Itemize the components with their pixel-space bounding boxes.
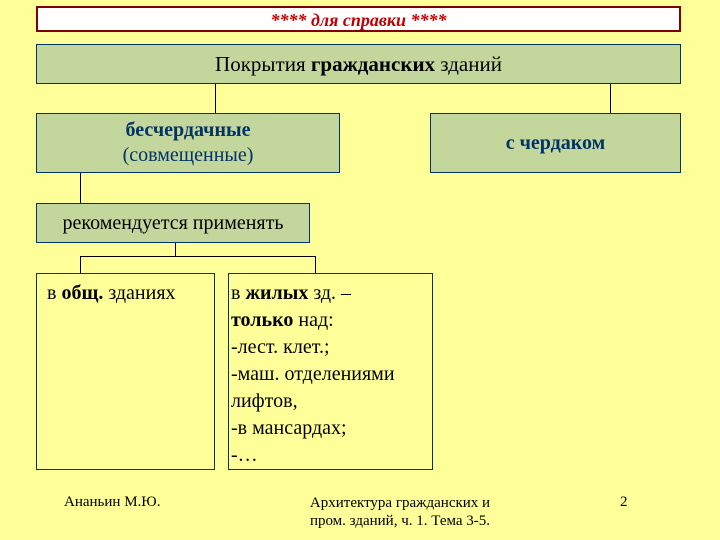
connector — [610, 84, 611, 113]
usage-public-prefix: в — [47, 282, 61, 304]
reference-banner-text: **** для справки **** — [270, 10, 446, 30]
root-bold: гражданских — [311, 52, 435, 76]
reference-banner: **** для справки **** — [36, 6, 681, 32]
recommend-node: рекомендуется применять — [36, 203, 310, 243]
usage-res-l2: только над: — [231, 307, 428, 334]
usage-public-text: в общ. зданиях — [47, 282, 176, 304]
branch-left: бесчердачные (совмещенные) — [36, 113, 340, 173]
usage-public-suffix: зданиях — [103, 282, 175, 304]
usage-res-l1: в жилых зд. – — [231, 280, 428, 307]
connector — [80, 256, 316, 257]
root-suffix: зданий — [435, 52, 502, 76]
usage-res-l6: -в мансардах; — [231, 415, 428, 442]
usage-residential: в жилых зд. – только над: -лест. клет.; … — [228, 273, 433, 470]
connector — [175, 243, 176, 256]
connector — [315, 256, 316, 273]
footer-title: Архитектура гражданских и пром. зданий, … — [290, 494, 510, 530]
branch-left-line2: (совмещенные) — [123, 143, 254, 168]
connector — [215, 84, 216, 113]
usage-public-bold: общ. — [61, 282, 103, 304]
connector — [80, 256, 81, 273]
root-node-label: Покрытия гражданских зданий — [215, 51, 502, 77]
branch-right-text: с чердаком — [506, 131, 606, 156]
branch-left-line1: бесчердачные — [126, 118, 251, 143]
root-prefix: Покрытия — [215, 52, 311, 76]
usage-res-l5: лифтов, — [231, 388, 428, 415]
usage-res-l3: -лест. клет.; — [231, 334, 428, 361]
recommend-text: рекомендуется применять — [63, 211, 284, 236]
usage-res-l7: -… — [231, 442, 428, 469]
usage-public: в общ. зданиях — [36, 273, 215, 470]
footer-author: Ананьин М.Ю. — [64, 494, 160, 511]
branch-right: с чердаком — [430, 113, 681, 173]
root-node: Покрытия гражданских зданий — [36, 44, 681, 84]
connector — [80, 173, 81, 203]
usage-res-l4: -маш. отделениями — [231, 361, 428, 388]
footer-page: 2 — [620, 494, 628, 511]
